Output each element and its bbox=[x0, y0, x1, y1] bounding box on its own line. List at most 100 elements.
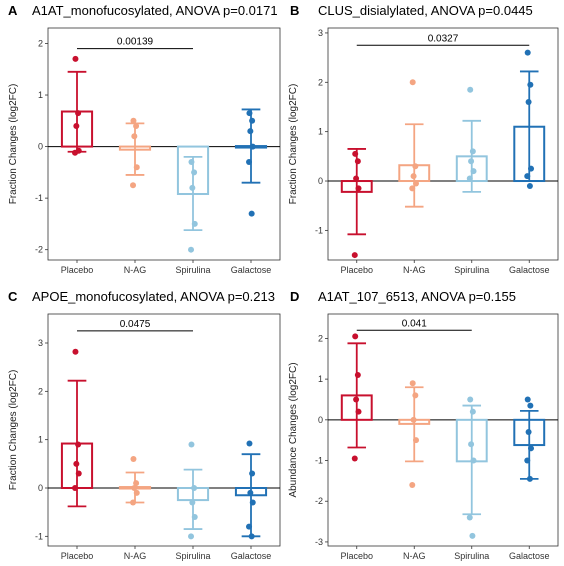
y-tick-label: 1 bbox=[318, 374, 323, 384]
data-point bbox=[188, 533, 195, 540]
plot-frame bbox=[327, 27, 559, 261]
data-point bbox=[527, 81, 534, 88]
data-point bbox=[409, 185, 416, 192]
data-point bbox=[188, 441, 195, 448]
data-point bbox=[191, 485, 198, 491]
y-tick-label: 0 bbox=[38, 483, 43, 493]
y-tick-label: 3 bbox=[318, 28, 323, 38]
data-point bbox=[409, 380, 416, 387]
y-tick-label: -2 bbox=[315, 496, 323, 506]
data-point bbox=[133, 164, 140, 171]
y-tick-label: -1 bbox=[315, 225, 323, 235]
x-tick-label: Galactose bbox=[231, 551, 272, 561]
data-point bbox=[526, 182, 533, 189]
x-tick-label: Spirulina bbox=[175, 551, 210, 561]
data-point bbox=[468, 158, 475, 165]
x-tick-label: Spirulina bbox=[175, 265, 210, 275]
significance-label: 0.041 bbox=[402, 318, 427, 329]
data-point bbox=[526, 475, 533, 482]
y-tick-label: -2 bbox=[35, 245, 43, 255]
data-point bbox=[470, 457, 477, 464]
data-point bbox=[469, 148, 476, 155]
x-tick-label: Spirulina bbox=[454, 551, 489, 561]
x-tick-label: Placebo bbox=[61, 551, 94, 561]
data-point bbox=[130, 117, 137, 124]
panel-title: A1AT_107_6513, ANOVA p=0.155 bbox=[318, 289, 516, 304]
data-point bbox=[354, 158, 361, 165]
y-tick-label: 1 bbox=[38, 90, 43, 100]
x-tick-label: N-AG bbox=[403, 265, 426, 275]
data-point bbox=[469, 532, 476, 539]
data-point bbox=[355, 185, 362, 192]
data-point bbox=[246, 159, 253, 166]
data-point bbox=[72, 348, 79, 355]
y-tick-label: 1 bbox=[38, 435, 43, 445]
x-tick-label: N-AG bbox=[403, 551, 426, 561]
data-point bbox=[130, 182, 137, 189]
y-tick-label: -1 bbox=[315, 456, 323, 466]
panel-title: CLUS_disialylated, ANOVA p=0.0445 bbox=[318, 3, 533, 18]
data-point bbox=[466, 514, 473, 521]
data-point bbox=[468, 441, 475, 448]
data-point bbox=[249, 143, 256, 150]
x-tick-label: Placebo bbox=[61, 265, 94, 275]
y-axis-label: Fraction Changes (log2FC) bbox=[288, 84, 299, 205]
y-tick-label: 2 bbox=[38, 386, 43, 396]
panel-letter: C bbox=[8, 289, 18, 304]
data-point bbox=[189, 184, 196, 191]
data-point bbox=[130, 456, 137, 462]
y-tick-label: 1 bbox=[318, 127, 323, 137]
data-point bbox=[130, 499, 137, 506]
data-point bbox=[525, 429, 532, 436]
data-point bbox=[355, 408, 362, 415]
data-point bbox=[188, 246, 195, 253]
data-point bbox=[412, 392, 419, 399]
y-tick-label: 3 bbox=[38, 338, 43, 348]
data-point bbox=[246, 440, 253, 447]
data-point bbox=[351, 252, 358, 259]
significance-label: 0.00139 bbox=[117, 37, 154, 48]
data-point bbox=[352, 333, 359, 340]
y-axis-label: Fraction Changes (log2FC) bbox=[8, 370, 19, 491]
data-point bbox=[409, 481, 416, 488]
y-axis-label: Abundance Changes (log2FC) bbox=[288, 362, 299, 497]
panel-title: A1AT_monofucosylated, ANOVA p=0.0171 bbox=[32, 3, 278, 18]
data-point bbox=[524, 173, 531, 180]
data-point bbox=[249, 470, 256, 477]
plot-frame bbox=[47, 313, 281, 547]
data-point bbox=[75, 441, 82, 448]
plot-frame bbox=[327, 313, 559, 547]
data-point bbox=[72, 149, 79, 156]
y-axis-label: Fraction Changes (log2FC) bbox=[8, 84, 19, 205]
data-point bbox=[191, 169, 198, 176]
data-point bbox=[248, 533, 255, 540]
data-point bbox=[133, 489, 140, 496]
data-point bbox=[470, 168, 477, 175]
data-point bbox=[527, 402, 534, 409]
data-point bbox=[524, 457, 531, 464]
data-point bbox=[191, 220, 198, 227]
data-point bbox=[73, 122, 80, 129]
significance-label: 0.0475 bbox=[120, 319, 151, 330]
data-point bbox=[410, 173, 417, 180]
x-tick-label: Spirulina bbox=[454, 265, 489, 275]
data-point bbox=[188, 159, 195, 166]
data-point bbox=[352, 150, 359, 157]
data-point bbox=[189, 499, 196, 506]
x-tick-label: N-AG bbox=[124, 551, 147, 561]
panel-letter: B bbox=[290, 3, 299, 18]
data-point bbox=[409, 79, 416, 86]
data-point bbox=[73, 460, 80, 467]
panel-letter: D bbox=[290, 289, 299, 304]
y-tick-label: -1 bbox=[35, 193, 43, 203]
data-point bbox=[525, 99, 532, 106]
y-tick-label: 0 bbox=[38, 142, 43, 152]
plot-frame bbox=[47, 27, 281, 261]
data-point bbox=[469, 408, 476, 415]
data-point bbox=[353, 396, 360, 403]
data-point bbox=[72, 485, 79, 491]
data-point bbox=[133, 480, 140, 487]
y-tick-label: 2 bbox=[38, 38, 43, 48]
